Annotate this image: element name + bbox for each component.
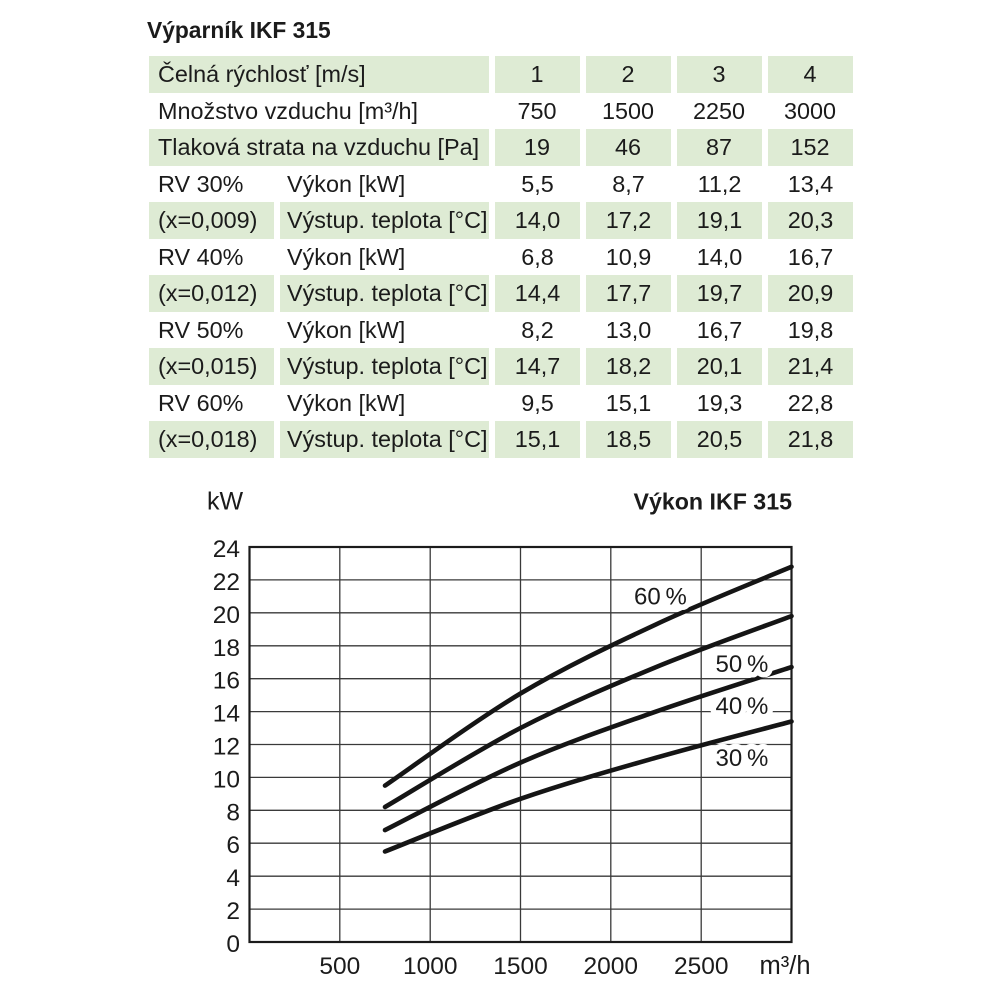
svg-text:8: 8	[226, 799, 240, 826]
svg-text:1000: 1000	[403, 953, 458, 980]
svg-text:Výkon IKF 315: Výkon IKF 315	[633, 489, 792, 515]
svg-text:kW: kW	[207, 488, 244, 516]
svg-text:6: 6	[226, 832, 240, 859]
svg-text:1500: 1500	[493, 953, 548, 980]
svg-text:16: 16	[213, 668, 240, 695]
svg-text:50 %: 50 %	[716, 651, 769, 678]
svg-text:m³/h: m³/h	[760, 952, 811, 980]
svg-text:2000: 2000	[584, 953, 639, 980]
svg-text:10: 10	[213, 766, 240, 793]
svg-text:20: 20	[213, 602, 240, 629]
svg-text:18: 18	[213, 635, 240, 662]
svg-text:50 %: 50 %	[716, 651, 769, 678]
svg-text:12: 12	[213, 734, 240, 761]
svg-text:30 %: 30 %	[716, 745, 769, 772]
svg-text:0: 0	[226, 931, 240, 958]
svg-text:60 %: 60 %	[634, 584, 687, 611]
svg-text:2500: 2500	[674, 953, 729, 980]
svg-text:500: 500	[319, 953, 360, 980]
svg-text:40 %: 40 %	[716, 693, 769, 720]
svg-text:14: 14	[213, 701, 240, 728]
svg-text:22: 22	[213, 569, 240, 596]
svg-text:40 %: 40 %	[716, 693, 769, 720]
svg-text:60 %: 60 %	[634, 584, 687, 611]
svg-text:24: 24	[213, 536, 240, 563]
svg-text:30 %: 30 %	[716, 745, 769, 772]
svg-text:2: 2	[226, 898, 240, 925]
svg-text:4: 4	[226, 865, 240, 892]
